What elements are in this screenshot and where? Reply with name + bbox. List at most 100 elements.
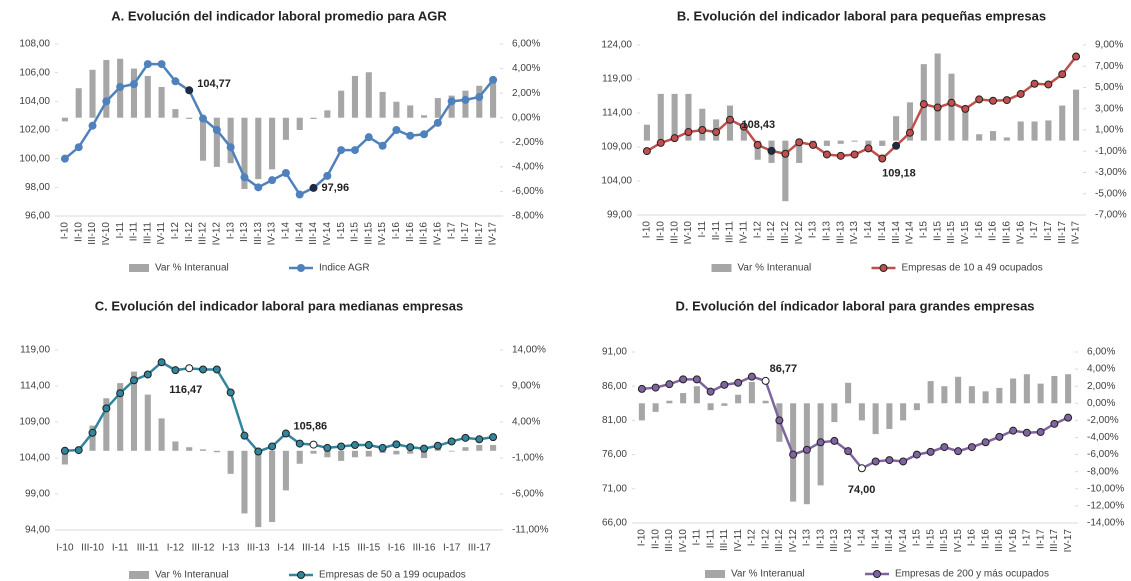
y2-tick-label: -4,00%	[512, 161, 544, 172]
legend-marker	[297, 264, 305, 272]
bar	[1010, 378, 1017, 404]
line-point	[864, 144, 873, 153]
bar	[996, 387, 1003, 404]
bar	[900, 403, 907, 421]
line-point	[967, 443, 976, 452]
chart-title: D. Evolución del índicador laboral para …	[675, 298, 1034, 313]
bar	[671, 93, 678, 141]
y2-tick-label: -10,00%	[1087, 483, 1124, 494]
legend-label: Indice AGR	[319, 263, 370, 274]
x-tick-label: III-12	[780, 221, 791, 244]
line-point	[226, 143, 235, 152]
x-tick-label: I-13	[808, 221, 819, 239]
legend-swatch	[129, 571, 149, 579]
bar	[976, 134, 983, 141]
y2-tick-label: -12,00%	[1087, 501, 1124, 512]
line-point	[899, 457, 908, 466]
y2-tick-label: 9,00%	[512, 381, 540, 392]
x-tick-label: I-17	[1022, 529, 1033, 547]
line	[646, 55, 1078, 161]
x-tick-label: I-11	[697, 221, 708, 238]
bar	[103, 59, 110, 118]
legend-label: Var % Interanual	[731, 569, 805, 580]
x-tick-label: II-13	[815, 529, 826, 549]
x-tick-label: I-11	[692, 529, 703, 546]
chart-panel: D. Evolución del índicador laboral para …	[602, 298, 1124, 579]
line-point	[1072, 52, 1081, 61]
y2-tick-label: 4,00%	[1087, 364, 1115, 375]
bar	[130, 68, 138, 118]
bar	[1059, 105, 1066, 141]
y2-tick-label: 2,00%	[512, 88, 540, 99]
line-point	[433, 118, 442, 127]
legend-swatch	[129, 264, 149, 272]
y2-tick-label: 2,00%	[1087, 381, 1115, 392]
bar	[1023, 374, 1030, 404]
line-point	[1009, 426, 1018, 435]
bar	[324, 450, 331, 458]
x-tick-label: IV-11	[156, 222, 167, 245]
y2-tick-label: -3,00%	[1095, 167, 1127, 178]
x-tick-label: I-13	[802, 529, 813, 547]
bar	[748, 381, 755, 404]
line-point	[670, 134, 679, 143]
bar	[845, 382, 852, 404]
bar	[638, 403, 645, 421]
x-tick-label: III-17	[1049, 529, 1060, 552]
bar	[962, 106, 969, 141]
line-point	[775, 416, 784, 425]
y2-tick-label: -6,00%	[512, 186, 544, 197]
line-point	[844, 447, 853, 456]
line-point	[102, 404, 111, 413]
line-point	[364, 133, 373, 142]
y-tick-label: 76,00	[602, 449, 627, 460]
bar	[296, 450, 303, 464]
data-label: 104,77	[197, 78, 231, 90]
x-tick-label: IV-10	[101, 222, 112, 246]
legend-label: Empresas de 10 a 49 ocupados	[902, 263, 1043, 274]
x-tick-label: I-11	[112, 543, 129, 554]
line-point	[447, 97, 456, 106]
bar	[865, 140, 872, 145]
y2-tick-label: 4,00%	[512, 417, 540, 428]
bar	[75, 88, 82, 118]
data-label: 74,00	[848, 484, 876, 496]
x-tick-label: III-17	[1057, 221, 1068, 244]
bar	[158, 418, 165, 451]
bar	[227, 450, 234, 474]
bar	[837, 140, 844, 144]
line-point	[420, 444, 429, 453]
bar	[1003, 137, 1010, 141]
y2-tick-label: -2,00%	[1087, 415, 1119, 426]
chart-panel: B. Evolución del indicador laboral para …	[601, 8, 1126, 273]
bar	[927, 381, 934, 404]
legend-marker	[873, 570, 881, 578]
legend-swatch	[705, 570, 725, 578]
x-tick-label: IV-16	[1008, 529, 1019, 553]
bar	[831, 403, 838, 423]
x-tick-label: III-12	[192, 543, 215, 554]
chart-panel: C. Evolución del indicador laboral para …	[19, 298, 548, 580]
line-point	[406, 443, 415, 452]
x-tick-label: I-14	[863, 221, 874, 239]
line-point	[199, 114, 208, 123]
line-point	[240, 173, 249, 182]
line-point	[940, 443, 949, 452]
x-tick-label: III-10	[87, 222, 98, 245]
x-tick-label: III-14	[891, 221, 902, 244]
line-point	[185, 86, 194, 95]
line-point	[767, 146, 776, 155]
line-point	[281, 169, 290, 177]
x-tick-label: II-16	[405, 222, 416, 242]
x-tick-label: I-16	[974, 221, 985, 239]
bar	[740, 126, 747, 141]
x-tick-label: IV-16	[1015, 221, 1026, 245]
line-point	[665, 380, 674, 389]
x-tick-label: IV-11	[733, 529, 744, 552]
line-point	[1016, 89, 1025, 98]
line-point	[781, 149, 790, 158]
bar	[872, 403, 879, 435]
line-point	[337, 442, 346, 451]
x-tick-label: III-14	[884, 529, 895, 552]
y-tick-label: 104,00	[19, 96, 50, 107]
